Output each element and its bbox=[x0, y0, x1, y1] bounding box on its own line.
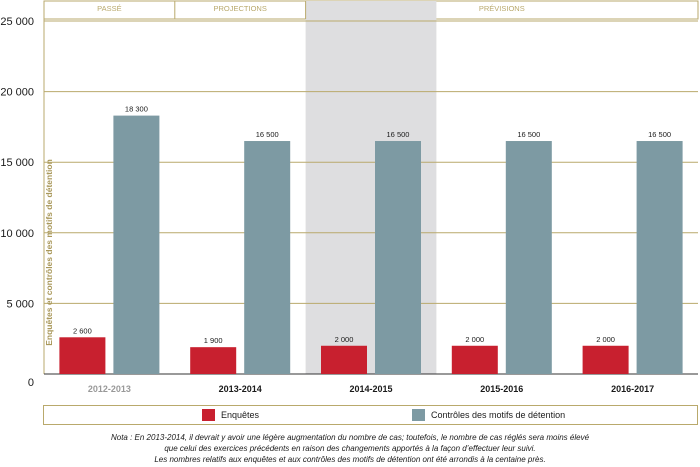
data-label: 16 500 bbox=[517, 130, 540, 139]
data-label: 16 500 bbox=[648, 130, 671, 139]
data-label: 16 500 bbox=[256, 130, 279, 139]
y-tick-label: 15 000 bbox=[0, 157, 34, 169]
legend-item-enquetes: Enquêtes bbox=[202, 409, 259, 421]
period-label: PRÉVISIONS bbox=[479, 4, 525, 13]
bar-controles bbox=[505, 141, 552, 374]
bar-enquetes bbox=[321, 345, 367, 374]
data-label: 2 000 bbox=[335, 335, 354, 344]
legend-item-controles: Contrôles des motifs de détention bbox=[412, 409, 565, 421]
x-tick-label: 2016-2017 bbox=[611, 384, 654, 394]
y-tick-label: 5 000 bbox=[6, 298, 34, 310]
period-label: PROJECTIONS bbox=[214, 4, 267, 13]
bar-enquetes bbox=[451, 345, 498, 374]
legend-label-enquetes: Enquêtes bbox=[221, 410, 260, 420]
legend: Enquêtes Contrôles des motifs de détenti… bbox=[43, 405, 698, 425]
data-label: 1 900 bbox=[204, 336, 223, 345]
data-label: 2 000 bbox=[596, 335, 615, 344]
bar-enquetes bbox=[59, 337, 106, 374]
bar-controles bbox=[113, 115, 160, 374]
bar-enquetes bbox=[190, 347, 237, 374]
data-label: 18 300 bbox=[125, 105, 148, 114]
y-tick-label: 25 000 bbox=[0, 16, 34, 28]
y-tick-label: 10 000 bbox=[0, 228, 34, 240]
y-tick-label: 0 bbox=[28, 377, 34, 389]
footnote: Nota : En 2013-2014, il devrait y avoir … bbox=[0, 432, 700, 465]
x-tick-label: 2012-2013 bbox=[88, 384, 131, 394]
period-label: PASSÉ bbox=[97, 4, 121, 13]
data-label: 2 000 bbox=[465, 335, 484, 344]
data-label: 16 500 bbox=[387, 130, 410, 139]
legend-swatch-enquetes bbox=[202, 409, 215, 421]
bar-controles bbox=[244, 141, 291, 374]
footnote-line-2: que celui des exercices précédents en ra… bbox=[164, 444, 536, 453]
chart: PASSÉ PROJECTIONS PRÉVISIONS 0 5 000 10 000 15… bbox=[0, 0, 699, 394]
bar-controles bbox=[375, 141, 421, 374]
y-tick-label: 20 000 bbox=[0, 87, 34, 99]
footnote-line-1: Nota : En 2013-2014, il devrait y avoir … bbox=[110, 433, 590, 442]
data-label: 2 600 bbox=[73, 326, 92, 335]
legend-swatch-controles bbox=[412, 409, 425, 421]
legend-label-controles: Contrôles des motifs de détention bbox=[431, 410, 566, 420]
x-tick-label: 2015-2016 bbox=[480, 384, 523, 394]
footnote-line-3: Les nombres relatifs aux enquêtes et aux… bbox=[154, 455, 546, 464]
x-tick-label: 2014-2015 bbox=[349, 384, 392, 394]
bar-enquetes bbox=[582, 345, 629, 374]
y-axis-title: Enquêtes et contrôles des motifs de déte… bbox=[44, 159, 54, 346]
bar-controles bbox=[636, 141, 683, 374]
x-tick-label: 2013-2014 bbox=[219, 384, 262, 394]
